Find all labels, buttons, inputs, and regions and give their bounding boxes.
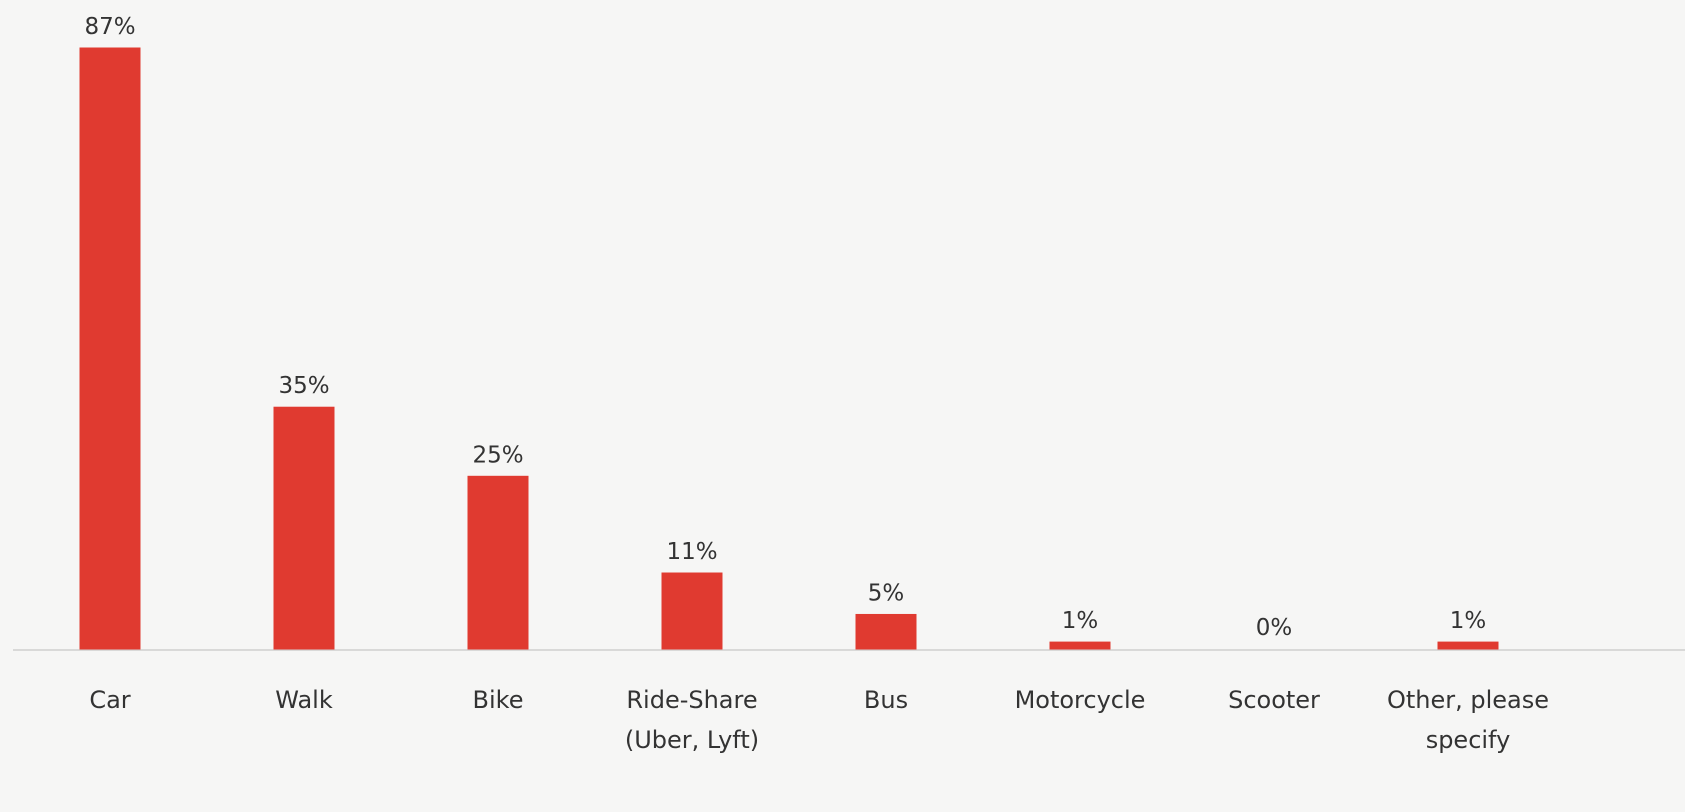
value-label: 1% xyxy=(1062,608,1099,634)
bar xyxy=(273,406,335,650)
x-tick-label: Other, please specify xyxy=(1386,686,1550,754)
value-label: 1% xyxy=(1450,608,1487,634)
x-tick-label: Bike xyxy=(472,686,524,714)
value-label: 25% xyxy=(472,442,523,468)
bar xyxy=(661,572,723,650)
value-label: 0% xyxy=(1256,615,1293,641)
x-tick-label: Ride-Share (Uber, Lyft) xyxy=(624,686,760,754)
bar xyxy=(79,47,141,650)
x-tick-label: Walk xyxy=(275,686,333,714)
value-label: 5% xyxy=(868,580,905,606)
bar xyxy=(1049,641,1111,650)
value-label: 11% xyxy=(666,539,717,565)
bar xyxy=(855,613,917,650)
x-tick-label: Bus xyxy=(863,686,909,714)
value-label: 35% xyxy=(278,373,329,399)
x-tick-label: Motorcycle xyxy=(1014,686,1146,714)
x-tick-label: Scooter xyxy=(1228,686,1320,714)
x-tick-label: Car xyxy=(89,686,131,714)
bar xyxy=(1437,641,1499,650)
bar xyxy=(467,475,529,650)
value-label: 87% xyxy=(84,14,135,40)
